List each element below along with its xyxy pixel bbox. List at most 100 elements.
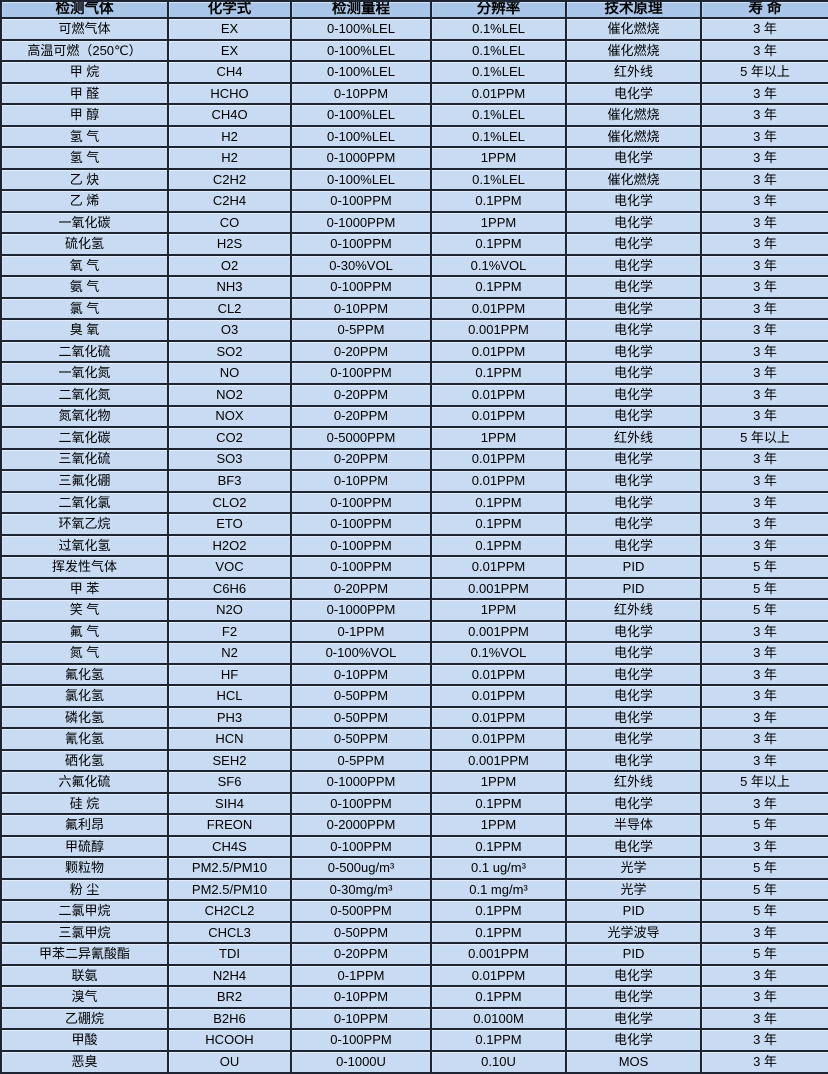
table-cell: 0-20PPM xyxy=(290,383,432,407)
table-cell: 0.1PPM xyxy=(430,275,567,299)
table-cell: 0-100PPM xyxy=(290,533,432,558)
table-cell: H2O2 xyxy=(167,533,292,558)
table-cell: 三氯甲烷 xyxy=(0,920,169,945)
table-cell: 3 年 xyxy=(700,383,828,407)
table-cell: 0.1%LEL xyxy=(430,38,567,63)
table-cell: 3 年 xyxy=(700,619,828,644)
table-cell: 3 年 xyxy=(700,81,828,106)
table-cell: 红外线 xyxy=(565,60,702,84)
table-cell: 甲 醛 xyxy=(0,81,169,106)
table-cell: 0-100%LEL xyxy=(290,167,432,192)
table-cell: 氟 气 xyxy=(0,619,169,644)
table-cell: 电化学 xyxy=(565,210,702,235)
table-cell: TDI xyxy=(167,942,292,966)
table-cell: 电化学 xyxy=(565,619,702,644)
table-cell: 0.01PPM xyxy=(430,662,567,687)
table-cell: SO2 xyxy=(167,339,292,364)
table-row: 一氧化碳 CO 0-1000PPM 1PPM 电化学 3 年 xyxy=(0,210,828,235)
table-cell: 甲 醇 xyxy=(0,103,169,127)
table-body: 可燃气体 EX 0-100%LEL 0.1%LEL 催化燃烧 3 年高温可燃（250℃） E… xyxy=(0,17,828,1074)
table-row: 硫化氢 H2S 0-100PPM 0.1PPM 电化学 3 年 xyxy=(0,232,828,256)
table-cell: N2H4 xyxy=(167,963,292,988)
table-cell: 电化学 xyxy=(565,361,702,385)
table-cell: 0.01PPM xyxy=(430,555,567,579)
table-cell: 0-500PPM xyxy=(290,899,432,923)
table-cell: 0.1PPM xyxy=(430,189,567,213)
table-cell: 0-100PPM xyxy=(290,490,432,515)
table-cell: 0-1PPM xyxy=(290,619,432,644)
table-cell: 光学波导 xyxy=(565,920,702,945)
table-cell: 电化学 xyxy=(565,1028,702,1052)
table-cell: 催化燃烧 xyxy=(565,124,702,149)
table-cell: 催化燃烧 xyxy=(565,38,702,63)
table-cell: C2H4 xyxy=(167,189,292,213)
table-cell: 氯化氢 xyxy=(0,684,169,708)
table-cell: 0.1%LEL xyxy=(430,124,567,149)
table-cell: 5 年 xyxy=(700,598,828,622)
header-cell: 化学式 xyxy=(167,0,292,20)
table-cell: 0.01PPM xyxy=(430,447,567,472)
table-cell: O3 xyxy=(167,318,292,342)
table-cell: 红外线 xyxy=(565,770,702,794)
table-cell: 0.10U xyxy=(430,1049,567,1074)
table-cell: PID xyxy=(565,899,702,923)
table-row: 甲苯二异氰酸酯 TDI 0-20PPM 0.001PPM PID 5 年 xyxy=(0,942,828,966)
table-cell: 催化燃烧 xyxy=(565,167,702,192)
table-cell: VOC xyxy=(167,555,292,579)
table-cell: 电化学 xyxy=(565,684,702,708)
table-cell: HCHO xyxy=(167,81,292,106)
table-cell: C6H6 xyxy=(167,576,292,601)
table-cell: 0.01PPM xyxy=(430,963,567,988)
table-cell: 0-10PPM xyxy=(290,662,432,687)
table-cell: 电化学 xyxy=(565,339,702,364)
table-cell: 0-100PPM xyxy=(290,1028,432,1052)
table-cell: 电化学 xyxy=(565,533,702,558)
table-cell: 电化学 xyxy=(565,963,702,988)
table-cell: 5 年 xyxy=(700,877,828,902)
table-cell: 0-5PPM xyxy=(290,318,432,342)
table-cell: 0.1%LEL xyxy=(430,17,567,41)
table-cell: 颗粒物 xyxy=(0,856,169,880)
table-cell: 3 年 xyxy=(700,318,828,342)
table-row: 氰化氢 HCN 0-50PPM 0.01PPM 电化学 3 年 xyxy=(0,727,828,751)
header-cell: 检测量程 xyxy=(290,0,432,20)
table-cell: 0.0100M xyxy=(430,1006,567,1031)
table-cell: 5 年 xyxy=(700,856,828,880)
table-cell: 0.001PPM xyxy=(430,576,567,601)
table-cell: 0.1 mg/m³ xyxy=(430,877,567,902)
table-cell: 3 年 xyxy=(700,920,828,945)
table-cell: 臭 氧 xyxy=(0,318,169,342)
table-cell: 0.01PPM xyxy=(430,81,567,106)
table-cell: 0-100%LEL xyxy=(290,103,432,127)
table-cell: OU xyxy=(167,1049,292,1074)
table-cell: 0-2000PPM xyxy=(290,813,432,837)
table-cell: 0-1000U xyxy=(290,1049,432,1074)
table-cell: B2H6 xyxy=(167,1006,292,1031)
table-cell: 乙 炔 xyxy=(0,167,169,192)
table-cell: 3 年 xyxy=(700,275,828,299)
table-cell: CO2 xyxy=(167,426,292,450)
table-cell: 0-500ug/m³ xyxy=(290,856,432,880)
table-cell: 3 年 xyxy=(700,210,828,235)
table-cell: 0-10PPM xyxy=(290,1006,432,1031)
table-cell: 光学 xyxy=(565,856,702,880)
table-cell: 二氧化碳 xyxy=(0,426,169,450)
table-row: 联氨 N2H4 0-1PPM 0.01PPM 电化学 3 年 xyxy=(0,963,828,988)
table-cell: 氮氧化物 xyxy=(0,404,169,428)
table-cell: 0.01PPM xyxy=(430,383,567,407)
table-cell: 电化学 xyxy=(565,404,702,428)
table-cell: 3 年 xyxy=(700,146,828,170)
table-cell: 0.01PPM xyxy=(430,339,567,364)
table-cell: PH3 xyxy=(167,705,292,730)
table-cell: 电化学 xyxy=(565,985,702,1009)
table-cell: H2S xyxy=(167,232,292,256)
table-cell: 一氧化碳 xyxy=(0,210,169,235)
table-cell: 甲苯二异氰酸酯 xyxy=(0,942,169,966)
table-cell: 氮 气 xyxy=(0,641,169,665)
table-cell: CO xyxy=(167,210,292,235)
table-cell: 3 年 xyxy=(700,748,828,773)
table-cell: 0.1PPM xyxy=(430,834,567,859)
table-cell: 0.01PPM xyxy=(430,705,567,730)
table-cell: 红外线 xyxy=(565,426,702,450)
table-cell: 电化学 xyxy=(565,146,702,170)
